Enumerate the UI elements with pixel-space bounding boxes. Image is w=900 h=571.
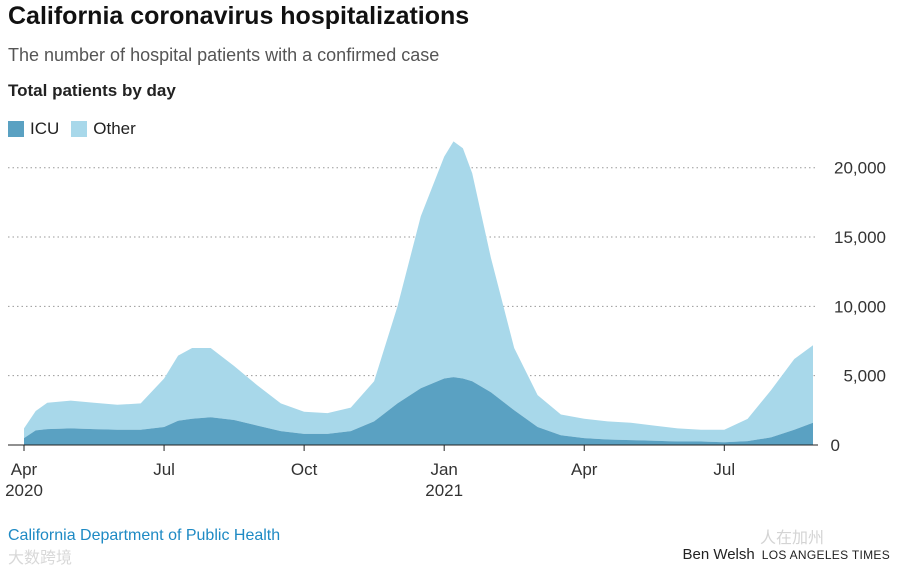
x-tick-year-label: 2021 bbox=[425, 481, 463, 500]
y-tick-label: 20,000 bbox=[834, 159, 886, 178]
source-credit[interactable]: California Department of Public Health bbox=[8, 527, 281, 544]
y-tick-label: 10,000 bbox=[834, 297, 886, 316]
series-area-other bbox=[24, 141, 813, 443]
series-area-icu bbox=[24, 377, 813, 445]
legend-swatch-other bbox=[71, 121, 88, 137]
legend-label-icu: ICU bbox=[30, 119, 60, 138]
byline: Ben Welsh LOS ANGELES TIMES bbox=[682, 546, 890, 563]
y-tick-label: 15,000 bbox=[834, 228, 886, 247]
wechat-watermark: 人在加州 bbox=[760, 530, 825, 547]
legend-label-other: Other bbox=[93, 119, 136, 138]
legend-item-other: Other bbox=[71, 119, 136, 139]
y-tick-label: 5,000 bbox=[843, 367, 886, 386]
legend-swatch-icu bbox=[8, 121, 24, 137]
brand-watermark: 大数跨境 bbox=[8, 550, 73, 567]
x-tick-label: Oct bbox=[291, 460, 318, 479]
y-series-label: Total patients by day bbox=[8, 81, 176, 100]
x-tick-label: Apr bbox=[571, 460, 598, 479]
x-tick-label: Apr bbox=[11, 460, 38, 479]
legend: ICU Other bbox=[8, 119, 148, 139]
x-tick-label: Jul bbox=[713, 460, 735, 479]
x-tick-label: Jul bbox=[153, 460, 175, 479]
legend-item-icu: ICU bbox=[8, 119, 59, 139]
chart-subtitle: The number of hospital patients with a c… bbox=[8, 45, 440, 65]
chart-title: California coronavirus hospitalizations bbox=[8, 2, 470, 30]
author-name: Ben Welsh bbox=[682, 546, 755, 563]
publisher-name: LOS ANGELES TIMES bbox=[761, 548, 890, 562]
x-tick-label: Jan bbox=[430, 460, 457, 479]
x-tick-year-label: 2020 bbox=[5, 481, 43, 500]
y-tick-label-zero: 0 bbox=[831, 436, 840, 455]
